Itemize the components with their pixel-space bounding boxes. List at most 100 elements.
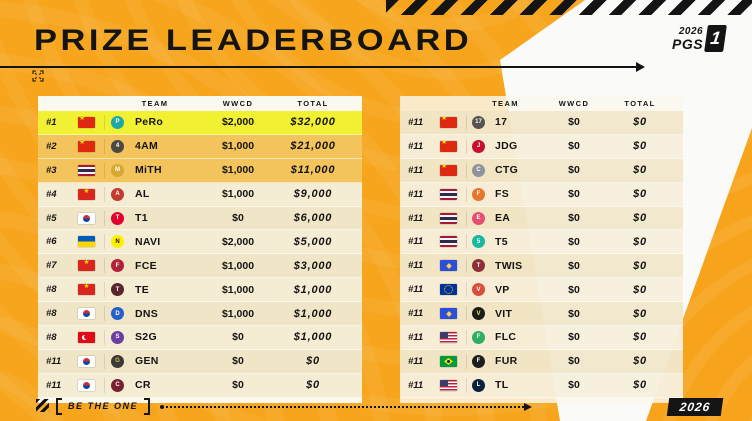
table-row: #4 A AL $1,000 $9,000: [38, 182, 362, 207]
event-logo: 2026 PGS 1: [672, 25, 727, 52]
rank-label: #1: [46, 116, 57, 128]
flag-icon: [440, 355, 457, 367]
flag-icon: [78, 379, 95, 391]
event-logo-name: PGS: [672, 35, 704, 52]
arrow-dotted-line: [166, 406, 524, 408]
total-value: $0: [633, 164, 647, 177]
flag-icon: [440, 188, 457, 200]
rank-label: #8: [46, 331, 57, 343]
team-name: VP: [495, 283, 510, 296]
table-row: #11 L TL $0 $0: [400, 373, 683, 398]
team-name: GEN: [135, 355, 159, 368]
rank-label: #11: [408, 212, 424, 224]
wwcd-value: $0: [568, 283, 580, 296]
team-logo: J: [472, 139, 485, 153]
team-logo: 5: [472, 235, 485, 249]
table-row: #11 E EA $0 $0: [400, 206, 683, 231]
total-value: $0: [633, 188, 647, 201]
table-row: #11 F FLC $0 $0: [400, 326, 683, 350]
total-value: $0: [633, 116, 647, 129]
team-name: AL: [135, 188, 150, 201]
bracket-right: [144, 397, 151, 415]
team-logo: E: [472, 211, 485, 225]
wwcd-value: $0: [232, 212, 244, 224]
rank-label: #6: [46, 236, 57, 248]
rank-label: #8: [46, 308, 57, 320]
rank-label: #8: [46, 284, 57, 296]
footer-year-badge: 2026: [666, 398, 724, 416]
column-header-team: TEAM: [492, 99, 519, 108]
table-row: #8 T TE $1,000 $1,000: [38, 278, 362, 303]
rank-label: #11: [408, 355, 424, 367]
rank-label: #3: [46, 164, 57, 176]
total-value: $0: [633, 212, 647, 224]
rank-label: #11: [408, 260, 424, 272]
flag-icon: [78, 284, 95, 296]
event-logo-year: 2026: [678, 25, 704, 37]
total-value: $0: [633, 259, 647, 272]
flag-icon: [78, 212, 95, 224]
expand-arrows-icon: [32, 70, 44, 82]
flag-icon: [78, 331, 95, 343]
rank-label: #11: [408, 379, 424, 391]
wwcd-value: $0: [568, 212, 580, 224]
total-value: $0: [633, 331, 647, 344]
team-name: TWIS: [495, 259, 523, 272]
rank-label: #11: [408, 140, 424, 152]
team-logo: 4: [111, 139, 124, 153]
column-header-wwcd: WWCD: [558, 99, 590, 108]
team-name: PeRo: [135, 116, 164, 129]
team-name: EA: [495, 212, 511, 224]
team-logo: V: [472, 283, 485, 297]
team-logo: T: [111, 211, 124, 225]
table-row: #1 P PeRo $2,000 $32,000: [38, 111, 362, 135]
rank-label: #11: [408, 116, 424, 128]
table-row: #2 4 4AM $1,000 $21,000: [38, 134, 362, 159]
team-logo: F: [472, 330, 485, 344]
table-row: #11 F FUR $0 $0: [400, 349, 683, 374]
prize-table-left: TEAM WWCD TOTAL #1 P PeRo $2,000 $32,000…: [38, 96, 362, 403]
team-name: FUR: [495, 355, 518, 368]
flag-icon: [440, 212, 457, 224]
team-name: 4AM: [135, 140, 159, 153]
total-value: $1,000: [293, 307, 333, 320]
wwcd-value: $0: [568, 116, 580, 129]
flag-icon: [440, 116, 457, 128]
table-row: #11 V VIT $0 $0: [400, 302, 683, 327]
arrow-start-dot: [160, 405, 164, 409]
rank-label: #7: [46, 260, 57, 272]
team-name: TE: [135, 283, 150, 296]
team-logo: D: [111, 307, 124, 321]
total-value: $1,000: [293, 331, 333, 344]
table-row: #11 C CTG $0 $0: [400, 158, 683, 183]
column-header-total: TOTAL: [297, 99, 329, 108]
table-row: #11 T TWIS $0 $0: [400, 254, 683, 279]
rank-label: #11: [408, 331, 424, 343]
flag-icon: [78, 308, 95, 320]
total-value: $0: [306, 379, 320, 392]
footer-dotted-arrow: [160, 401, 532, 413]
team-name: FLC: [495, 331, 517, 344]
total-value: $1,000: [293, 283, 333, 296]
table-row: #3 M MiTH $1,000 $11,000: [38, 158, 362, 183]
table-row: #11 V VP $0 $0: [400, 278, 683, 303]
rank-label: #11: [408, 164, 424, 176]
wwcd-value: $0: [232, 331, 244, 344]
team-logo: F: [111, 259, 124, 273]
wwcd-value: $0: [568, 164, 580, 177]
team-logo: C: [472, 163, 485, 177]
flag-icon: [440, 140, 457, 152]
footer-tagline-text: BE THE ONE: [68, 401, 139, 411]
table-row: #11 5 T5 $0 $0: [400, 230, 683, 255]
wwcd-value: $0: [568, 307, 580, 320]
rank-label: #4: [46, 188, 57, 200]
total-value: $0: [633, 355, 647, 368]
flag-icon: [78, 236, 95, 248]
total-value: $32,000: [290, 116, 336, 129]
event-logo-stage-badge: 1: [704, 25, 727, 52]
flag-icon: [78, 164, 95, 176]
rank-label: #11: [408, 236, 424, 248]
team-logo: C: [111, 378, 124, 392]
team-name: VIT: [495, 307, 513, 320]
total-value: $6,000: [293, 212, 333, 224]
